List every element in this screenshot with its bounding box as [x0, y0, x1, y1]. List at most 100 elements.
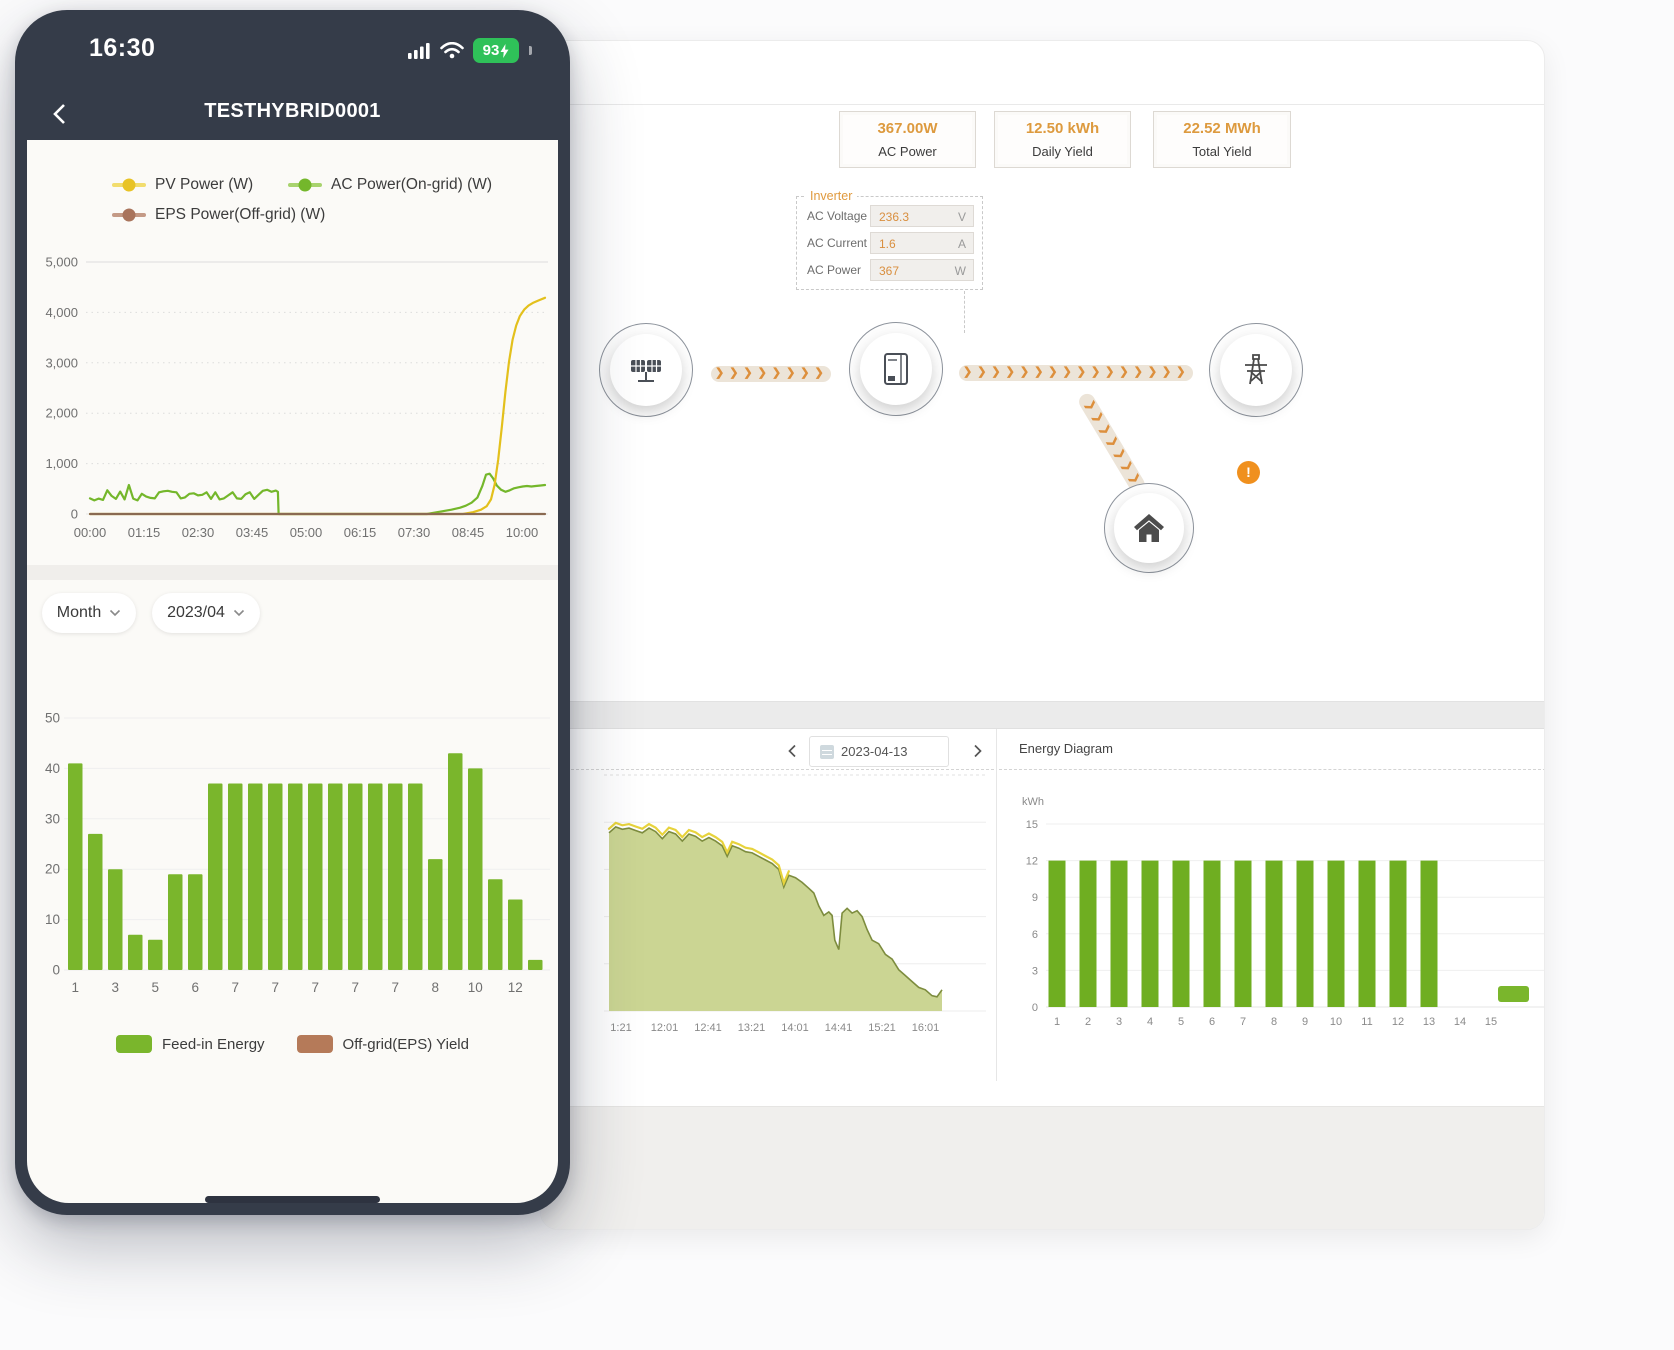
legend-item-off-grid[interactable]: Off-grid(EPS) Yield: [296, 1035, 469, 1053]
legend-marker: [112, 178, 146, 192]
legend-label: PV Power (W): [155, 176, 254, 193]
home-indicator[interactable]: [205, 1196, 380, 1203]
svg-text:10: 10: [45, 912, 60, 927]
svg-text:7: 7: [271, 980, 279, 995]
date-picker[interactable]: 2023-04-13: [809, 736, 949, 767]
legend-item-eps-power[interactable]: EPS Power(Off-grid) (W): [112, 206, 325, 224]
svg-text:1:21: 1:21: [610, 1022, 631, 1034]
inverter-icon: [884, 353, 908, 385]
legend-item-ac-power[interactable]: AC Power(On-grid) (W): [288, 176, 492, 194]
legend-marker: [112, 208, 146, 222]
inverter-node: [849, 322, 943, 416]
svg-text:6: 6: [1209, 1016, 1215, 1028]
window-top-separator: [541, 104, 1544, 105]
battery-percent: 93: [482, 42, 500, 59]
svg-text:7: 7: [351, 980, 359, 995]
energy-legend-swatch: [1498, 986, 1529, 1002]
svg-text:13: 13: [1423, 1016, 1435, 1028]
legend-swatch: [296, 1035, 333, 1053]
stat-value: 22.52 MWh: [1183, 120, 1261, 137]
legend-label: EPS Power(Off-grid) (W): [155, 206, 326, 223]
legend-item-feed-in[interactable]: Feed-in Energy: [115, 1035, 265, 1053]
pv-panel-icon: [631, 360, 661, 382]
svg-text:10: 10: [1330, 1016, 1342, 1028]
stat-label: AC Power: [878, 144, 937, 159]
wifi-icon: [440, 42, 464, 59]
svg-text:20: 20: [45, 862, 60, 877]
legend-item-pv-power[interactable]: PV Power (W): [112, 176, 253, 194]
svg-text:7: 7: [311, 980, 319, 995]
inverter-row-ac-current: AC Current 1.6 A: [807, 232, 974, 254]
nav-bar: TESTHYBRID0001: [15, 88, 570, 140]
phone-screen: PV Power (W) AC Power(On-grid) (W) EPS P…: [27, 140, 558, 1203]
row-value: 1.6: [879, 237, 896, 251]
monthly-energy-bar-chart: 50 40 30 20 10 01 3 5 6 7 7 7 7 7 8 10 12: [45, 711, 550, 995]
stat-label: Total Yield: [1192, 144, 1252, 159]
energy-panel-separator: [999, 769, 1544, 770]
svg-text:14:41: 14:41: [825, 1022, 853, 1034]
svg-text:12:41: 12:41: [694, 1022, 722, 1034]
svg-text:12: 12: [1392, 1016, 1404, 1028]
chevron-down-icon: [233, 609, 244, 617]
svg-text:0: 0: [1032, 1002, 1038, 1014]
inverter-row-ac-power: AC Power 367 W: [807, 259, 974, 281]
alert-icon[interactable]: !: [1237, 461, 1260, 484]
svg-text:2: 2: [1085, 1016, 1091, 1028]
inverter-panel-title: Inverter: [805, 189, 858, 203]
dashboard-window: 367.00W AC Power 12.50 kWh Daily Yield 2…: [540, 40, 1545, 1230]
chevron-down-icon: [110, 609, 121, 617]
row-value: 236.3: [879, 210, 910, 224]
row-label: AC Voltage: [807, 209, 868, 223]
row-unit: V: [957, 210, 966, 224]
svg-text:01:15: 01:15: [128, 525, 161, 540]
svg-text:14:01: 14:01: [781, 1022, 809, 1034]
svg-text:12: 12: [1026, 856, 1038, 868]
svg-text:7: 7: [1240, 1016, 1246, 1028]
flow-pv-to-inverter: ❯❯❯❯❯❯❯❯❯: [711, 366, 831, 382]
stat-label: Daily Yield: [1032, 144, 1093, 159]
legend-marker: [288, 178, 322, 192]
svg-text:10: 10: [468, 980, 483, 995]
row-value-box: 1.6 A: [870, 232, 974, 254]
svg-text:3,000: 3,000: [45, 355, 78, 370]
legend-label: Off-grid(EPS) Yield: [342, 1035, 469, 1053]
phone-mockup: 16:30 93: [15, 10, 570, 1215]
legend-label: Feed-in Energy: [161, 1035, 265, 1053]
period-select[interactable]: Month: [42, 593, 136, 633]
svg-text:3: 3: [1116, 1016, 1122, 1028]
svg-text:02:30: 02:30: [182, 525, 215, 540]
svg-text:9: 9: [1032, 892, 1038, 904]
grid-node-circle: [1220, 334, 1292, 406]
svg-text:06:15: 06:15: [344, 525, 377, 540]
svg-text:8: 8: [1271, 1016, 1277, 1028]
svg-text:0: 0: [71, 507, 78, 522]
section-divider: [27, 565, 558, 580]
stat-ac-power: 367.00W AC Power: [839, 111, 976, 168]
svg-text:50: 50: [45, 711, 60, 726]
svg-text:12: 12: [508, 980, 523, 995]
chevron-right-icon[interactable]: [969, 743, 985, 759]
back-icon[interactable]: [43, 96, 79, 132]
window-footer: [541, 1106, 1544, 1229]
svg-text:1: 1: [71, 980, 79, 995]
date-value: 2023-04-13: [841, 744, 908, 759]
chevron-left-icon[interactable]: [785, 743, 801, 759]
svg-text:3: 3: [1032, 965, 1038, 977]
svg-text:00:00: 00:00: [74, 525, 107, 540]
inverter-row-ac-voltage: AC Voltage 236.3 V: [807, 205, 974, 227]
status-bar: 16:30 93: [15, 10, 570, 76]
period-value: Month: [56, 604, 102, 621]
svg-text:kWh: kWh: [1022, 796, 1044, 808]
svg-text:9: 9: [1302, 1016, 1308, 1028]
row-value-box: 367 W: [870, 259, 974, 281]
stat-total-yield: 22.52 MWh Total Yield: [1153, 111, 1291, 168]
svg-text:6: 6: [1032, 929, 1038, 941]
battery-tip: [529, 46, 532, 55]
month-select[interactable]: 2023/04: [152, 593, 260, 633]
svg-text:5: 5: [1178, 1016, 1184, 1028]
svg-text:4: 4: [1147, 1016, 1153, 1028]
svg-text:12:01: 12:01: [651, 1022, 679, 1034]
row-value-box: 236.3 V: [870, 205, 974, 227]
battery-icon: 93: [473, 38, 519, 63]
flow-inverter-to-grid: ❯❯❯❯❯❯❯❯❯❯❯❯❯❯❯❯❯: [959, 365, 1193, 381]
